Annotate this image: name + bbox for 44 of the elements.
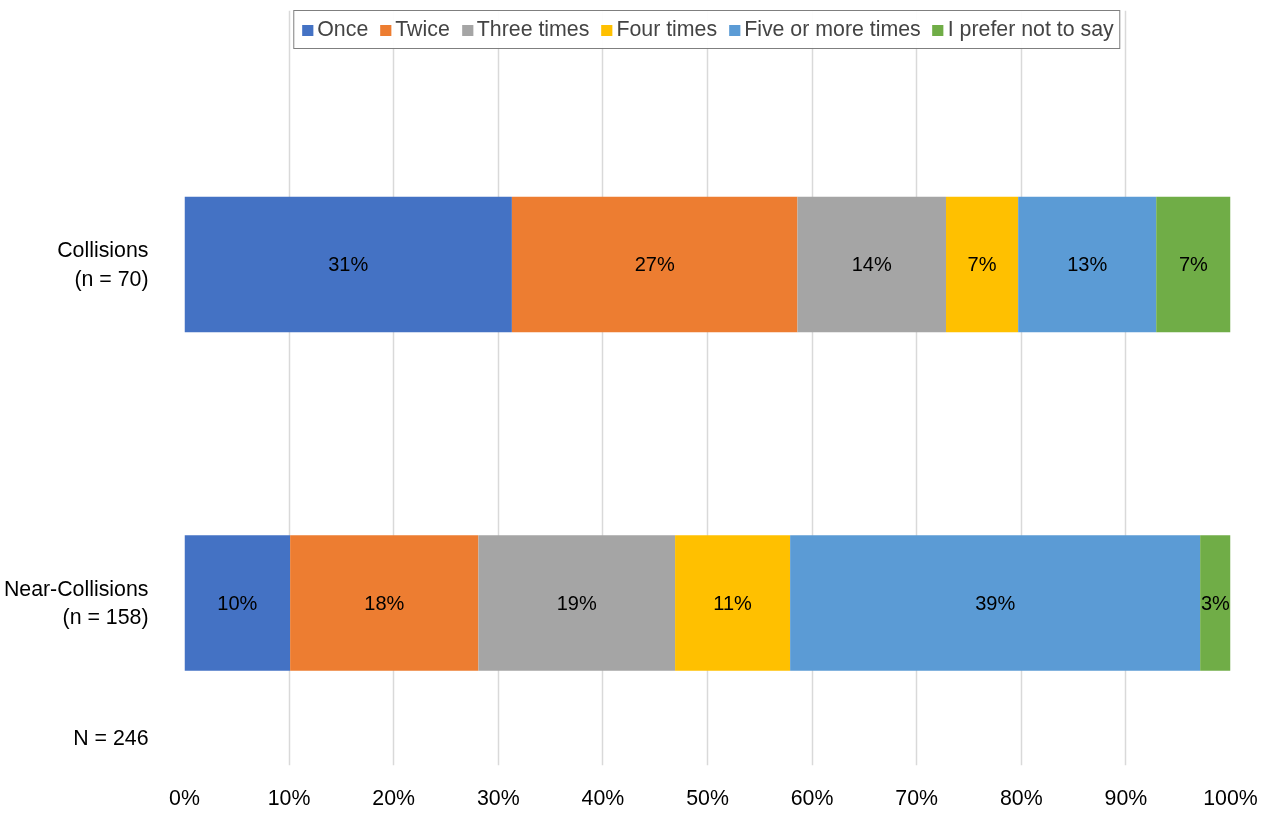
legend-label: Three times (476, 17, 590, 42)
bar (290, 535, 479, 671)
data-label: 3% (1200, 591, 1230, 614)
x-tick-label: 100% (1203, 785, 1258, 810)
bar (478, 535, 676, 671)
data-label: 11% (713, 591, 753, 614)
bar (1018, 196, 1157, 333)
bar (1156, 196, 1231, 333)
bar (797, 196, 946, 333)
text: N = 246 (73, 726, 149, 751)
y-tick-label: Collisions (n = 70) (57, 238, 149, 291)
data-label: 7% (1178, 253, 1209, 276)
x-tick-label: 10% (267, 785, 311, 810)
data-label: 7% (967, 253, 997, 276)
x-tick-label: 30% (476, 785, 520, 810)
bar (184, 196, 512, 333)
legend-label: I prefer not to say (947, 17, 1114, 42)
bar (945, 196, 1019, 333)
x-tick-label: 40% (581, 785, 625, 810)
x-tick-label: 60% (790, 785, 834, 810)
data-label: 18% (364, 591, 405, 614)
x-tick-label: 80% (999, 785, 1043, 810)
data-label: 14% (851, 253, 892, 276)
data-label: 10% (217, 591, 258, 614)
y-tick-label: Near-Collisions (n = 158) (3, 576, 149, 630)
data-label: 31% (328, 253, 369, 276)
legend-label: Twice (395, 17, 450, 42)
legend-label: Once (317, 17, 369, 42)
bar (790, 535, 1201, 671)
x-tick-label: 90% (1104, 785, 1148, 810)
x-tick-label: 50% (686, 785, 729, 810)
bar (184, 535, 291, 671)
x-tick-label: 70% (895, 785, 939, 810)
x-tick-label: 20% (372, 785, 416, 810)
data-label: 27% (634, 253, 675, 276)
data-label: 13% (1067, 253, 1108, 276)
bar (1200, 535, 1231, 671)
bar (511, 196, 798, 333)
data-label: 19% (556, 591, 597, 614)
data-label: 39% (975, 591, 1016, 614)
legend-label: Five or more times (744, 17, 921, 42)
x-tick-label: 0% (169, 785, 200, 810)
bar (675, 535, 791, 671)
legend-label: Four times (616, 17, 718, 42)
